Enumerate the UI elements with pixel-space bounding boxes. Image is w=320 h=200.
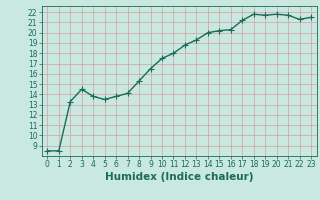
X-axis label: Humidex (Indice chaleur): Humidex (Indice chaleur) xyxy=(105,172,253,182)
